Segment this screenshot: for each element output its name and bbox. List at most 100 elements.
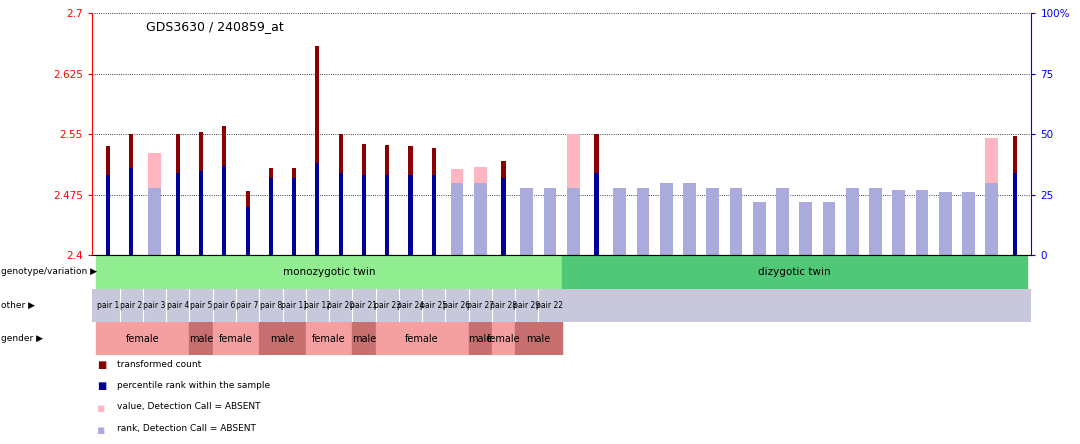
Text: pair 6: pair 6 bbox=[213, 301, 235, 310]
Bar bbox=[962, 213, 975, 255]
Bar bbox=[432, 175, 435, 255]
Bar bbox=[1013, 173, 1017, 255]
Text: female: female bbox=[487, 333, 521, 344]
Bar bbox=[684, 182, 696, 255]
Bar bbox=[869, 204, 882, 255]
Bar bbox=[352, 322, 376, 355]
Bar bbox=[823, 202, 836, 255]
Bar bbox=[269, 168, 273, 255]
Text: pair 21: pair 21 bbox=[350, 301, 377, 310]
Bar bbox=[846, 187, 859, 255]
Text: female: female bbox=[312, 333, 346, 344]
Bar bbox=[386, 145, 389, 255]
Bar bbox=[706, 187, 719, 255]
Bar bbox=[777, 200, 789, 255]
Bar bbox=[408, 175, 413, 255]
Bar bbox=[985, 182, 998, 255]
Bar bbox=[799, 249, 812, 255]
Bar bbox=[148, 153, 161, 255]
Bar bbox=[594, 134, 598, 255]
Bar bbox=[660, 182, 673, 255]
Bar bbox=[823, 245, 836, 255]
Bar bbox=[846, 204, 859, 255]
Text: rank, Detection Call = ABSENT: rank, Detection Call = ABSENT bbox=[117, 424, 256, 432]
Text: male: male bbox=[189, 333, 213, 344]
Bar bbox=[106, 175, 110, 255]
Text: pair 1: pair 1 bbox=[97, 301, 119, 310]
Text: pair 27: pair 27 bbox=[467, 301, 494, 310]
Bar bbox=[315, 163, 320, 255]
Bar bbox=[1013, 136, 1017, 255]
Text: ▪: ▪ bbox=[97, 424, 106, 436]
Text: pair 26: pair 26 bbox=[444, 301, 471, 310]
Bar bbox=[985, 138, 998, 255]
Bar bbox=[245, 207, 249, 255]
Bar bbox=[222, 126, 227, 255]
Text: pair 2: pair 2 bbox=[120, 301, 143, 310]
Text: percentile rank within the sample: percentile rank within the sample bbox=[117, 381, 270, 390]
Bar bbox=[916, 207, 929, 255]
Text: pair 5: pair 5 bbox=[190, 301, 213, 310]
Bar bbox=[474, 182, 487, 255]
Bar bbox=[730, 203, 742, 255]
Bar bbox=[636, 200, 649, 255]
Bar bbox=[753, 251, 766, 255]
Bar bbox=[148, 187, 161, 255]
Text: genotype/variation ▶: genotype/variation ▶ bbox=[1, 267, 97, 277]
Bar bbox=[245, 191, 249, 255]
Bar bbox=[613, 187, 626, 255]
Bar bbox=[199, 132, 203, 255]
Bar bbox=[469, 322, 491, 355]
Bar bbox=[543, 187, 556, 255]
Text: transformed count: transformed count bbox=[117, 360, 201, 369]
Bar bbox=[222, 166, 227, 255]
Bar bbox=[130, 168, 134, 255]
Text: pair 3: pair 3 bbox=[144, 301, 166, 310]
Text: pair 24: pair 24 bbox=[396, 301, 424, 310]
Text: male: male bbox=[270, 333, 295, 344]
Bar bbox=[450, 169, 463, 255]
Bar bbox=[432, 148, 435, 255]
Bar bbox=[567, 187, 580, 255]
Bar bbox=[962, 192, 975, 255]
Bar bbox=[939, 214, 951, 255]
Text: female: female bbox=[219, 333, 253, 344]
Text: pair 25: pair 25 bbox=[420, 301, 447, 310]
Text: ▪: ▪ bbox=[97, 402, 106, 415]
Text: other ▶: other ▶ bbox=[1, 301, 35, 310]
Bar bbox=[450, 182, 463, 255]
Bar bbox=[521, 187, 534, 255]
Text: GDS3630 / 240859_at: GDS3630 / 240859_at bbox=[146, 20, 284, 33]
Bar bbox=[269, 178, 273, 255]
Text: value, Detection Call = ABSENT: value, Detection Call = ABSENT bbox=[117, 402, 260, 411]
Bar bbox=[543, 200, 556, 255]
Bar bbox=[96, 255, 562, 289]
Text: dizygotic twin: dizygotic twin bbox=[758, 267, 831, 277]
Bar bbox=[777, 187, 789, 255]
Text: pair 23: pair 23 bbox=[374, 301, 401, 310]
Bar bbox=[636, 187, 649, 255]
Text: pair 7: pair 7 bbox=[237, 301, 259, 310]
Text: pair 28: pair 28 bbox=[490, 301, 517, 310]
Text: pair 4: pair 4 bbox=[166, 301, 189, 310]
Bar bbox=[292, 168, 296, 255]
Bar bbox=[213, 322, 259, 355]
Bar bbox=[892, 206, 905, 255]
Text: pair 11: pair 11 bbox=[281, 301, 308, 310]
Bar bbox=[199, 170, 203, 255]
Bar bbox=[706, 202, 719, 255]
Text: male: male bbox=[526, 333, 551, 344]
Bar bbox=[515, 322, 562, 355]
Bar bbox=[939, 192, 951, 255]
Bar bbox=[292, 178, 296, 255]
Text: gender ▶: gender ▶ bbox=[1, 334, 43, 343]
Bar bbox=[684, 195, 696, 255]
Bar bbox=[491, 322, 515, 355]
Bar bbox=[176, 173, 180, 255]
Text: pair 29: pair 29 bbox=[513, 301, 540, 310]
Text: monozygotic twin: monozygotic twin bbox=[283, 267, 375, 277]
Bar bbox=[96, 322, 189, 355]
Bar bbox=[916, 190, 929, 255]
Bar bbox=[730, 187, 742, 255]
Bar bbox=[869, 187, 882, 255]
